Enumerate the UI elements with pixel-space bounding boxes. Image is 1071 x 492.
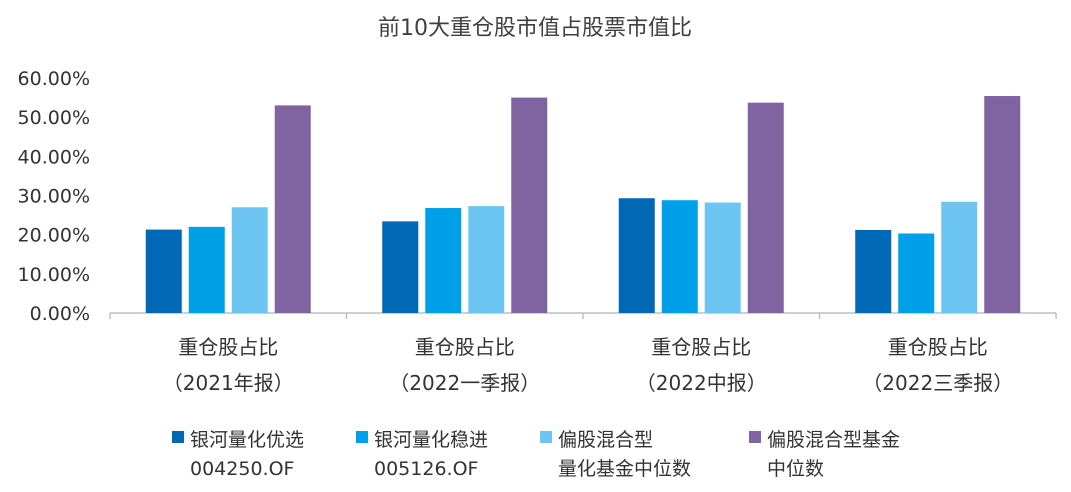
legend-label-series-1-line-2: 004250.OF: [190, 458, 295, 480]
x-tick-label: （2022一季报）: [389, 371, 540, 395]
y-tick-label: 30.00%: [18, 186, 90, 208]
bar: [704, 202, 741, 313]
bar: [898, 233, 935, 313]
y-tick-label: 60.00%: [18, 68, 90, 90]
legend-label-series-3-line-2: 量化基金中位数: [558, 458, 692, 480]
bar: [511, 97, 548, 313]
legend-label-series-1-line-1: 银河量化优选: [190, 429, 305, 451]
legend-item-series-3[interactable]: 偏股混合型 量化基金中位数: [540, 426, 691, 484]
legend-item-series-4[interactable]: 偏股混合型基金 中位数: [749, 426, 900, 484]
legend-item-series-2[interactable]: 银河量化稳进 005126.OF: [356, 426, 488, 484]
bar-chart: 前10大重仓股市值占股票市值比 0.00% 10.00% 20.00% 30.00% 40…: [18, 16, 1057, 395]
x-tick-label: 重仓股占比: [888, 335, 988, 359]
legend-item-series-1[interactable]: 银河量化优选 004250.OF: [172, 426, 304, 484]
chart-title: 前10大重仓股市值占股票市值比: [378, 16, 692, 41]
bar: [618, 198, 655, 313]
legend-label-series-2-line-1: 银河量化稳进: [374, 429, 489, 451]
bar: [661, 200, 698, 313]
bar: [425, 208, 462, 313]
legend-swatch-series-2: [356, 431, 368, 443]
x-tick-label: （2022三季报）: [862, 371, 1013, 395]
x-tick-label: （2021年报）: [163, 371, 294, 395]
legend-label-series-2-line-2: 005126.OF: [374, 458, 479, 480]
y-tick-label: 10.00%: [18, 264, 90, 286]
bar: [188, 226, 225, 313]
bar: [274, 105, 311, 314]
bar: [382, 221, 419, 313]
bar: [145, 229, 182, 313]
bar: [941, 201, 978, 313]
y-tick-label: 50.00%: [18, 107, 90, 129]
bar: [747, 102, 784, 313]
x-tick-label: 重仓股占比: [651, 335, 751, 359]
legend-swatch-series-3: [540, 431, 552, 443]
bar: [855, 229, 892, 313]
y-tick-label: 0.00%: [30, 303, 90, 325]
x-tick-label: 重仓股占比: [178, 335, 278, 359]
bar: [231, 207, 268, 313]
legend-swatch-series-4: [749, 431, 761, 443]
legend-swatch-series-1: [172, 431, 184, 443]
y-tick-label: 40.00%: [18, 146, 90, 168]
x-tick-label: 重仓股占比: [415, 335, 515, 359]
bar: [468, 206, 505, 313]
legend-label-series-4-line-1: 偏股混合型基金: [767, 429, 901, 451]
legend-label-series-3-line-1: 偏股混合型: [558, 429, 654, 451]
legend: 银河量化优选 004250.OF 银河量化稳进 005126.OF 偏股混合型 …: [0, 426, 1071, 492]
y-tick-label: 20.00%: [18, 225, 90, 247]
x-tick-label: （2022中报）: [636, 371, 767, 395]
legend-label-series-4-line-2: 中位数: [767, 458, 825, 480]
bar: [984, 96, 1021, 314]
